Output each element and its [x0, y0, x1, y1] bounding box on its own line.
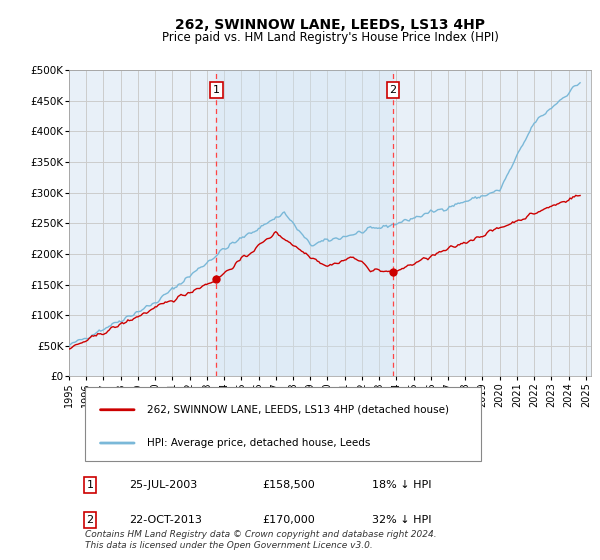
Text: £170,000: £170,000 — [262, 515, 315, 525]
Text: 262, SWINNOW LANE, LEEDS, LS13 4HP: 262, SWINNOW LANE, LEEDS, LS13 4HP — [175, 18, 485, 32]
Bar — [217, 70, 393, 376]
Text: 1: 1 — [213, 85, 220, 95]
Text: 32% ↓ HPI: 32% ↓ HPI — [372, 515, 431, 525]
Text: Price paid vs. HM Land Registry's House Price Index (HPI): Price paid vs. HM Land Registry's House … — [161, 31, 499, 44]
Text: 25-JUL-2003: 25-JUL-2003 — [129, 480, 197, 490]
Text: 22-OCT-2013: 22-OCT-2013 — [129, 515, 202, 525]
FancyBboxPatch shape — [85, 387, 481, 460]
Text: 262, SWINNOW LANE, LEEDS, LS13 4HP (detached house): 262, SWINNOW LANE, LEEDS, LS13 4HP (deta… — [148, 405, 449, 415]
Text: 2: 2 — [86, 515, 94, 525]
Text: 2: 2 — [389, 85, 397, 95]
Text: 18% ↓ HPI: 18% ↓ HPI — [372, 480, 431, 490]
Text: Contains HM Land Registry data © Crown copyright and database right 2024.
This d: Contains HM Land Registry data © Crown c… — [85, 530, 436, 550]
Text: HPI: Average price, detached house, Leeds: HPI: Average price, detached house, Leed… — [148, 438, 371, 448]
Text: £158,500: £158,500 — [262, 480, 315, 490]
Text: 1: 1 — [86, 480, 94, 490]
